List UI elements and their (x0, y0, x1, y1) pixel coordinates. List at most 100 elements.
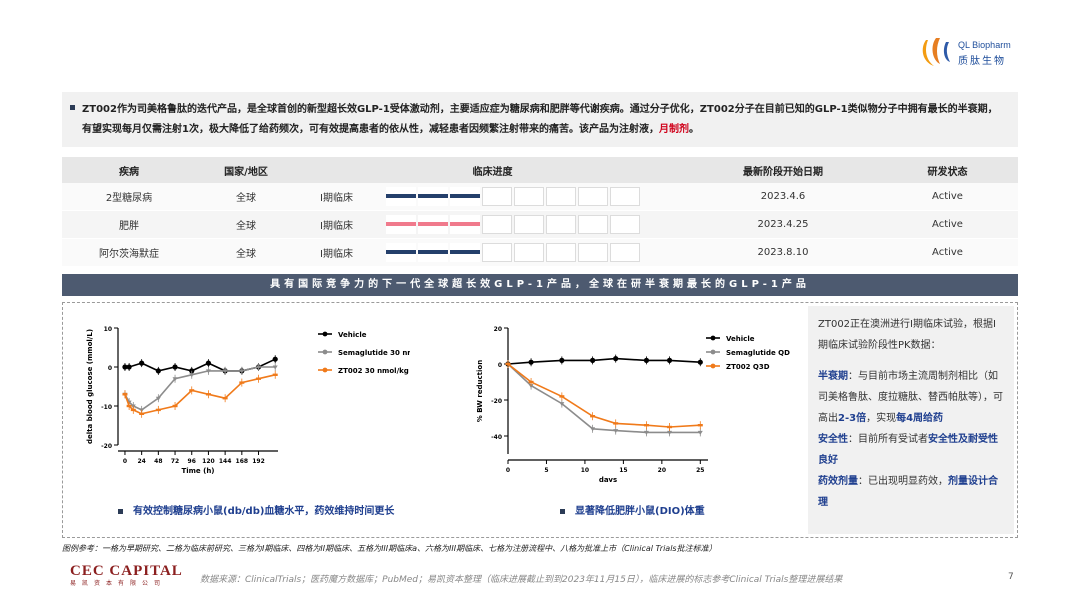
caption-glucose-text: 有效控制糖尿病小鼠(db/db)血糖水平，药效维持时间更长 (133, 506, 395, 517)
cell-region: 全球 (196, 238, 296, 267)
progress-segment (386, 215, 416, 234)
progress-segment (450, 215, 480, 234)
progress-segment (610, 243, 640, 262)
x-tick-label: 168 (236, 458, 249, 465)
cell-status: Active (877, 238, 1018, 267)
progress-segment (578, 187, 608, 206)
data-point (172, 404, 178, 408)
data-point (189, 389, 195, 392)
page-number: 7 (1008, 572, 1014, 582)
data-point (205, 360, 212, 366)
phase-label: I期临床 (320, 221, 353, 232)
series-line (124, 374, 276, 415)
data-point (559, 357, 565, 363)
cec-logo-text: CEC CAPITAL (70, 563, 183, 579)
data-point (590, 357, 596, 363)
progress-segment (418, 243, 448, 262)
cell-date: 2023.4.6 (689, 183, 877, 211)
caption-glucose: 有效控制糖尿病小鼠(db/db)血糖水平，药效维持时间更长 (118, 502, 394, 517)
source-note: 数据来源：ClinicalTrials；医药魔方数据库；PubMed；易凯资本整… (200, 575, 843, 585)
cell-disease: 肥胖 (62, 210, 196, 239)
logo-mark-icon (922, 38, 950, 66)
text-safety-good: 安全性及耐受性良好 (818, 434, 998, 466)
y-tick-label: 10 (104, 326, 112, 333)
y-tick-label: 0 (498, 362, 502, 369)
legend-label: ZT002 30 nmol/kg (338, 367, 409, 375)
x-tick-label: 0 (506, 467, 510, 474)
progress-segment (450, 243, 480, 262)
cell-progress: I期临床 (296, 238, 689, 267)
progress-segment (546, 243, 576, 262)
data-point (272, 356, 278, 362)
x-tick-label: 144 (219, 458, 232, 465)
y-axis-label: delta blood glucose (mmol/L) (86, 329, 94, 444)
bullet-icon (118, 508, 123, 514)
progress-segment (450, 187, 480, 206)
cell-region: 全球 (196, 183, 296, 211)
intro-box: ZT002作为司美格鲁肽的迭代产品，是全球首创的新型超长效GLP-1受体激动剂，… (62, 92, 1018, 147)
data-point (667, 430, 673, 435)
data-point (155, 408, 161, 412)
x-tick-label: 48 (154, 458, 162, 465)
bw-chart: 20 0 -20 -40 0 5 10 15 20 25 days % BW reduction Veh… (476, 326, 790, 482)
progress-segment (610, 187, 640, 206)
progress-segment (482, 243, 512, 262)
glucose-chart: 10 0 -10 -20 0 24 48 72 96 120 144 168 192 Time (h) de… (86, 326, 410, 475)
data-point (590, 415, 596, 418)
cell-status: Active (877, 210, 1018, 239)
x-tick-label: 10 (581, 467, 589, 474)
legend-marker (322, 331, 328, 337)
legend-note: 图例参考：一格为早期研究、二格为临床前研究、三格为I期临床、四格为II期临床、五… (62, 544, 717, 553)
company-logo: QL Biopharm 质肽生物 (918, 36, 1028, 70)
text-dose-good: 剂量设计合理 (818, 476, 998, 508)
data-point (613, 356, 619, 362)
data-point (155, 396, 161, 401)
cell-progress: I期临床 (296, 210, 689, 239)
label-halflife: 半衰期 (818, 371, 848, 382)
data-point (172, 364, 178, 370)
y-tick-label: -40 (491, 434, 502, 441)
data-point (205, 369, 211, 374)
summary-halflife: 半衰期：与目前市场主流周制剂相比（如司美格鲁肽、度拉糖肽、替西帕肽等），可高出2… (818, 366, 1004, 429)
summary-intro: ZT002正在澳洲进行I期临床试验，根据I期临床试验阶段性PK数据： (818, 319, 996, 351)
cell-date: 2023.4.25 (689, 210, 877, 239)
text-safety: ：目前所有受试者 (848, 434, 928, 445)
data-point (643, 424, 649, 427)
legend-label: Semaglutide QD (726, 349, 790, 357)
label-safety: 安全性 (818, 434, 848, 445)
series-line (124, 366, 276, 411)
data-point (205, 393, 211, 396)
data-point (667, 425, 673, 429)
progress-segment (546, 215, 576, 234)
data-point (155, 368, 161, 374)
data-point (172, 377, 178, 382)
data-point (272, 365, 278, 370)
intro-end: 。 (688, 124, 699, 135)
progress-segment (546, 187, 576, 206)
x-tick-label: 192 (252, 458, 265, 465)
y-tick-label: -20 (101, 443, 112, 450)
x-tick-label: 15 (619, 467, 627, 474)
x-tick-label: 25 (696, 467, 704, 474)
x-tick-label: 0 (123, 458, 127, 465)
x-axis-label: days (599, 476, 617, 482)
data-point (139, 360, 145, 366)
data-point (130, 408, 136, 412)
legend-marker (322, 349, 328, 355)
data-point (272, 373, 278, 376)
progress-segment (514, 243, 544, 262)
progress-segment (418, 215, 448, 234)
header-date: 最新阶段开始日期 (689, 157, 877, 183)
legend-marker (710, 335, 716, 341)
y-tick-label: 0 (108, 365, 112, 372)
data-point (697, 424, 703, 427)
progress-segment (578, 243, 608, 262)
data-point (239, 369, 245, 374)
data-point (222, 369, 228, 374)
cell-date: 2023.8.10 (689, 238, 877, 267)
legend-label: Vehicle (726, 335, 755, 343)
cell-region: 全球 (196, 210, 296, 239)
x-axis-label: Time (h) (181, 467, 214, 475)
cec-logo-cn: 易凯资本有限公司 (70, 580, 167, 587)
progress-segment (418, 187, 448, 206)
